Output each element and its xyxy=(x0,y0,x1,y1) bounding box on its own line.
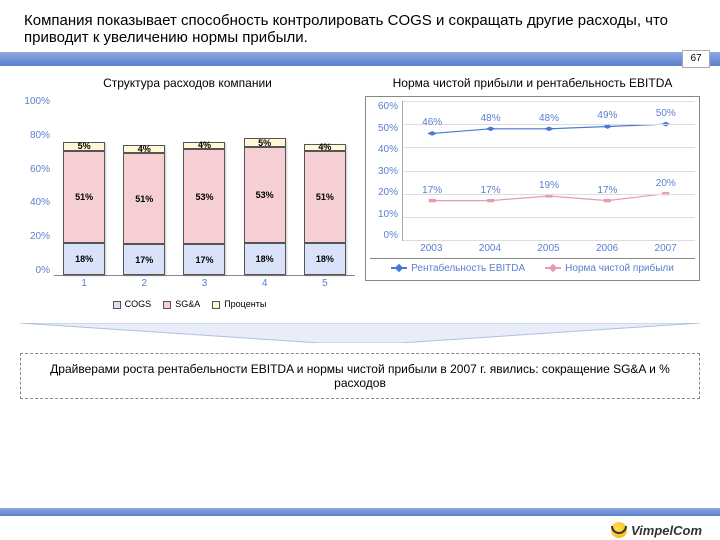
bar-segment: 5% xyxy=(244,138,286,147)
bar-segment: 18% xyxy=(244,243,286,275)
left-bars-area: 18%51%5%17%51%4%17%53%4%18%53%5%18%51%4% xyxy=(54,96,355,276)
data-label: 17% xyxy=(597,185,617,196)
slide-title: Компания показывает способность контроли… xyxy=(0,0,720,52)
bar-segment: 17% xyxy=(183,244,225,275)
bar-segment: 51% xyxy=(63,151,105,243)
data-label: 50% xyxy=(656,108,676,119)
logo-icon xyxy=(611,522,627,538)
charts-row: Структура расходов компании 100%80%60%40… xyxy=(0,66,720,309)
expense-structure-chart: Структура расходов компании 100%80%60%40… xyxy=(20,76,355,309)
footer-bar xyxy=(0,508,720,516)
left-y-axis: 100%80%60%40%20%0% xyxy=(20,96,54,276)
callout-box: Драйверами роста рентабельности EBITDA и… xyxy=(20,353,700,399)
profitability-chart: Норма чистой прибыли и рентабельность EB… xyxy=(365,76,700,309)
bar-segment: 18% xyxy=(63,243,105,275)
bar-segment: 53% xyxy=(244,147,286,242)
right-legend: Рентабельность EBITDAНорма чистой прибыл… xyxy=(370,258,695,276)
right-x-labels: 20032004200520062007 xyxy=(370,243,695,254)
logo-text: VimpelCom xyxy=(631,523,702,538)
bar-segment: 4% xyxy=(183,142,225,149)
bar-col: 17%51%4% xyxy=(123,145,165,275)
bar-col: 18%51%5% xyxy=(63,142,105,275)
bar-col: 17%53%4% xyxy=(183,142,225,275)
bar-col: 18%51%4% xyxy=(304,144,346,275)
data-label: 19% xyxy=(539,180,559,191)
vimpelcom-logo: VimpelCom xyxy=(611,522,702,538)
data-label: 46% xyxy=(422,117,442,128)
data-label: 17% xyxy=(422,185,442,196)
bar-segment: 4% xyxy=(304,144,346,151)
bar-col: 18%53%5% xyxy=(244,138,286,275)
right-plot-area: 46% 48% 48% 49% 50% 17% 17% 19% 17% 20% xyxy=(402,101,695,241)
header-bar: 67 xyxy=(0,52,720,66)
bar-segment: 4% xyxy=(123,145,165,152)
left-legend: COGSSG&AПроценты xyxy=(20,299,355,309)
bar-segment: 17% xyxy=(123,244,165,275)
bar-segment: 51% xyxy=(123,153,165,245)
data-label: 48% xyxy=(481,113,501,124)
left-x-labels: 12345 xyxy=(20,278,355,289)
bar-segment: 18% xyxy=(304,243,346,275)
data-label: 48% xyxy=(539,113,559,124)
bar-segment: 53% xyxy=(183,149,225,244)
data-label: 20% xyxy=(656,178,676,189)
page-number: 67 xyxy=(682,50,710,68)
left-chart-title: Структура расходов компании xyxy=(20,76,355,90)
separator-funnel xyxy=(20,323,700,343)
bar-segment: 5% xyxy=(63,142,105,151)
right-chart-title: Норма чистой прибыли и рентабельность EB… xyxy=(365,76,700,90)
right-y-axis: 60%50%40%30%20%10%0% xyxy=(370,101,402,241)
data-label: 17% xyxy=(481,185,501,196)
bar-segment: 51% xyxy=(304,151,346,243)
data-label: 49% xyxy=(597,110,617,121)
